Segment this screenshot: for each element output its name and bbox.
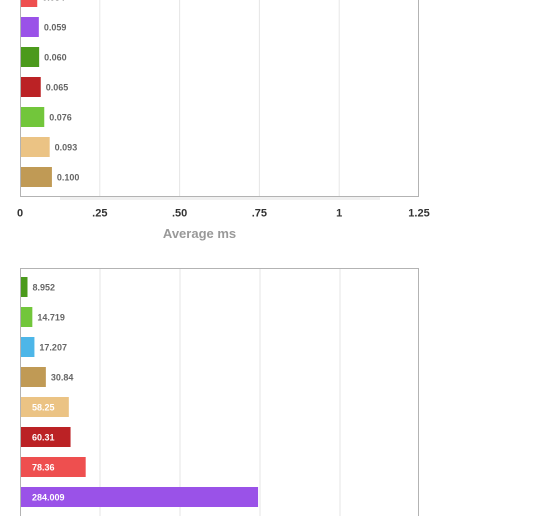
x-tick-label: .25 — [92, 208, 107, 220]
bar — [21, 167, 52, 187]
bar — [21, 487, 259, 507]
bar — [21, 397, 69, 417]
bar — [21, 367, 46, 387]
bar — [21, 17, 39, 37]
bar — [21, 77, 41, 97]
bar — [21, 427, 71, 447]
bar — [21, 277, 28, 297]
chart-2: 8.952 14.719 17.207 30.84 58.25 60.31 78.36 284… — [20, 268, 419, 516]
x-tick-label: 1.25 — [408, 208, 429, 220]
bar-value-label: 0.076 — [49, 113, 72, 123]
bar-value-label: 0.059 — [44, 23, 67, 33]
bar-value-label: 0.093 — [55, 143, 78, 153]
bar-value-label: 60.31 — [32, 433, 55, 443]
x-tick-label: 0 — [17, 208, 23, 220]
bar-value-label: 30.84 — [51, 373, 74, 383]
plot-frame — [20, 0, 419, 197]
bar-value-label: 78.36 — [32, 463, 55, 473]
x-axis-label: Average ms — [163, 226, 236, 241]
bar-value-label: 58.25 — [32, 403, 55, 413]
bar-value-label: 0.065 — [46, 83, 69, 93]
bar-value-label: 0.054 — [42, 0, 65, 3]
bar — [21, 107, 45, 127]
bar-value-label: 17.207 — [39, 343, 67, 353]
bar — [21, 137, 50, 157]
bar-value-label: 284.009 — [32, 493, 65, 503]
bar-value-label: 14.719 — [37, 313, 65, 323]
chart-1: 0.054 0.059 0.060 0.065 0.076 0.093 0.100 0 .25.… — [17, 0, 430, 241]
x-tick-label: .50 — [172, 208, 187, 220]
bar — [21, 0, 38, 7]
bar — [21, 47, 40, 67]
bar — [21, 337, 35, 357]
bar-value-label: 0.100 — [57, 173, 80, 183]
x-tick-label: 1 — [336, 208, 342, 220]
bar-value-label: 8.952 — [33, 283, 56, 293]
plot-frame — [20, 268, 419, 516]
bar — [21, 457, 86, 477]
bar-value-label: 0.060 — [44, 53, 67, 63]
bar — [21, 307, 33, 327]
x-tick-label: .75 — [252, 208, 267, 220]
